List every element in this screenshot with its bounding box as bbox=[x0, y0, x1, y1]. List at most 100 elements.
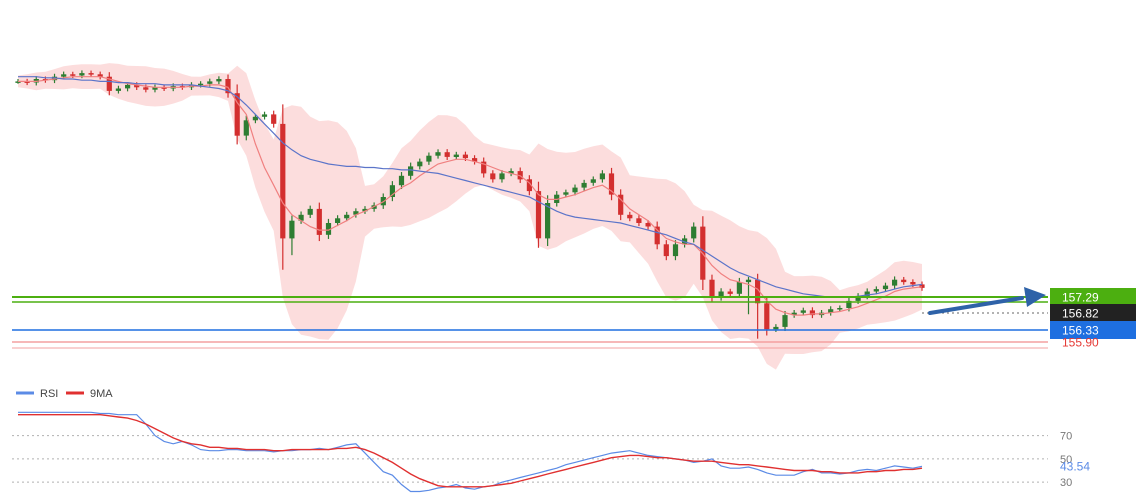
price-moving-averages bbox=[18, 76, 923, 316]
candle-body bbox=[892, 279, 898, 286]
candle-body bbox=[499, 173, 505, 180]
candle-body bbox=[809, 310, 815, 316]
candle-body bbox=[855, 296, 861, 301]
level-label-bg-current bbox=[1050, 304, 1136, 322]
candle-body bbox=[216, 79, 222, 82]
candle-body bbox=[864, 291, 870, 297]
candle-body bbox=[316, 208, 322, 235]
candle-body bbox=[791, 312, 797, 316]
candle-body bbox=[252, 116, 258, 121]
candle-body bbox=[572, 187, 578, 193]
candle-body bbox=[134, 84, 140, 88]
candle-body bbox=[919, 284, 925, 288]
candle-body bbox=[70, 74, 76, 76]
candle-body bbox=[61, 74, 67, 77]
candle-body bbox=[608, 173, 615, 195]
candle-body bbox=[773, 326, 779, 330]
legend-9ma-label: 9MA bbox=[90, 388, 113, 400]
candle-body bbox=[645, 223, 651, 227]
candle-body bbox=[426, 155, 432, 162]
candle-body bbox=[910, 282, 916, 285]
rsi-legend: RSI 9MA bbox=[16, 388, 113, 400]
price-band-area bbox=[18, 63, 922, 370]
level-label-bg-resistance bbox=[1050, 288, 1136, 306]
rsi-ma-line bbox=[18, 414, 923, 488]
candle-body bbox=[563, 192, 569, 195]
candle-body bbox=[545, 203, 551, 239]
candle-body bbox=[663, 244, 669, 257]
candle-body bbox=[782, 315, 788, 327]
rsi-tick-label: 50 bbox=[1060, 454, 1072, 466]
candle-body bbox=[152, 87, 158, 90]
level-label-support: 156.33 bbox=[1062, 324, 1099, 338]
band-area bbox=[18, 63, 922, 370]
candle-body bbox=[453, 154, 459, 157]
candle-body bbox=[15, 81, 21, 83]
candle-body bbox=[389, 185, 395, 197]
candle-body bbox=[901, 279, 907, 283]
candle-body bbox=[882, 285, 889, 290]
candle-body bbox=[462, 154, 468, 159]
candle-body bbox=[745, 279, 752, 283]
candle-body bbox=[362, 208, 368, 212]
rsi-last-value: 43.54 bbox=[1060, 459, 1090, 473]
price-candles bbox=[15, 70, 925, 339]
candle-body bbox=[873, 289, 879, 292]
candle-body bbox=[581, 182, 587, 188]
rsi-tick-label: 30 bbox=[1060, 477, 1072, 489]
candle-body bbox=[24, 81, 30, 83]
candle-body bbox=[88, 73, 94, 75]
arrow-head bbox=[1024, 287, 1046, 307]
candle-body bbox=[672, 244, 679, 257]
candle-body bbox=[764, 303, 770, 330]
level-label-current: 156.82 bbox=[1062, 307, 1099, 321]
candle-body bbox=[344, 214, 350, 219]
candle-body bbox=[736, 282, 742, 294]
legend-rsi-label: RSI bbox=[40, 388, 58, 400]
rsi-lines bbox=[18, 411, 923, 493]
candle-body bbox=[718, 291, 724, 298]
candle-body bbox=[508, 171, 514, 174]
candle-body bbox=[143, 87, 149, 90]
ma-slow-line bbox=[18, 76, 923, 298]
candle-body bbox=[106, 76, 112, 91]
level-label-resistance: 157.29 bbox=[1062, 291, 1099, 305]
candle-body bbox=[125, 84, 131, 89]
candle-body bbox=[444, 152, 450, 157]
candle-body bbox=[599, 173, 605, 180]
price-levels bbox=[12, 296, 1048, 349]
candle-body bbox=[590, 179, 596, 183]
candle-body bbox=[398, 175, 405, 186]
candle-body bbox=[828, 309, 834, 313]
candle-body bbox=[654, 226, 660, 245]
candle-body bbox=[161, 87, 167, 89]
level-label-bg-support bbox=[1050, 321, 1136, 339]
candle-body bbox=[490, 173, 496, 180]
candle-body bbox=[198, 83, 204, 86]
candle-body bbox=[243, 120, 249, 136]
candle-body bbox=[526, 179, 532, 192]
candle-body bbox=[298, 214, 304, 221]
candle-body bbox=[280, 123, 286, 239]
candle-body bbox=[33, 79, 39, 83]
candle-body bbox=[289, 220, 295, 239]
candle-body bbox=[636, 218, 642, 223]
candle-body bbox=[234, 93, 240, 136]
candle-body bbox=[846, 300, 852, 308]
candle-body bbox=[97, 74, 103, 77]
trend-arrow bbox=[928, 287, 1046, 315]
rsi-tick-label: 70 bbox=[1060, 431, 1072, 443]
candle-body bbox=[207, 81, 213, 84]
candle-body bbox=[335, 218, 341, 223]
candle-body bbox=[353, 211, 359, 215]
level-label-support-2: 155.90 bbox=[1062, 336, 1099, 350]
ma-fast-line bbox=[18, 76, 923, 316]
candle-body bbox=[535, 191, 542, 239]
candle-body bbox=[627, 214, 633, 219]
rsi-tick-labels: 70 50 30 43.54 bbox=[1060, 431, 1090, 490]
candle-body bbox=[408, 166, 414, 176]
candle-body bbox=[307, 208, 313, 215]
candle-body bbox=[271, 114, 277, 124]
